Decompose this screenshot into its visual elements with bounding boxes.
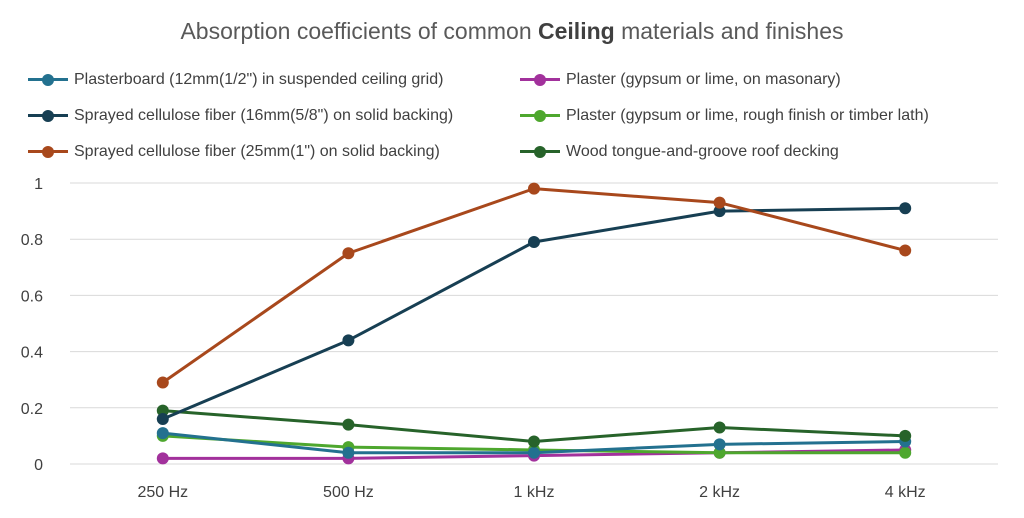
legend-item: Plasterboard (12mm(1/2") in suspended ce… bbox=[28, 66, 520, 94]
y-tick-label: 0.4 bbox=[21, 345, 43, 362]
data-point bbox=[899, 202, 912, 215]
data-point bbox=[528, 435, 540, 448]
data-point bbox=[156, 452, 169, 465]
legend-swatch bbox=[28, 142, 68, 162]
x-tick-label: 500 Hz bbox=[323, 484, 374, 501]
data-point bbox=[713, 196, 726, 209]
legend-item: Plaster (gypsum or lime, rough finish or… bbox=[520, 102, 990, 130]
data-point bbox=[156, 376, 169, 389]
y-tick-label: 0 bbox=[34, 457, 43, 474]
legend-label: Plasterboard (12mm(1/2") in suspended ce… bbox=[74, 71, 444, 88]
data-point bbox=[528, 446, 540, 459]
y-tick-label: 0.2 bbox=[21, 401, 43, 418]
legend-label: Plaster (gypsum or lime, rough finish or… bbox=[566, 107, 929, 124]
data-point bbox=[713, 421, 726, 434]
data-point bbox=[713, 205, 726, 218]
y-tick-label: 1 bbox=[34, 176, 43, 193]
chart-title-suffix: materials and finishes bbox=[614, 18, 844, 44]
legend-label: Sprayed cellulose fiber (25mm(1") on sol… bbox=[74, 143, 440, 160]
chart-title-bold: Ceiling bbox=[538, 18, 615, 44]
x-tick-label: 1 kHz bbox=[514, 484, 555, 501]
data-point bbox=[156, 404, 169, 417]
legend-swatch bbox=[520, 106, 560, 126]
chart-title-prefix: Absorption coefficients of common bbox=[180, 18, 539, 44]
legend-swatch bbox=[520, 70, 560, 90]
data-point bbox=[342, 418, 355, 431]
data-point bbox=[342, 247, 355, 260]
y-tick-label: 0.6 bbox=[21, 288, 43, 305]
legend-label: Plaster (gypsum or lime, on masonary) bbox=[566, 71, 841, 88]
data-point bbox=[713, 446, 726, 459]
x-tick-label: 250 Hz bbox=[137, 484, 188, 501]
y-tick-label: 0.8 bbox=[21, 232, 43, 249]
legend-label: Sprayed cellulose fiber (16mm(5/8") on s… bbox=[74, 107, 454, 124]
data-point bbox=[342, 334, 355, 347]
x-tick-label: 4 kHz bbox=[885, 484, 926, 501]
legend-item: Sprayed cellulose fiber (16mm(5/8") on s… bbox=[28, 102, 520, 130]
legend-item: Plaster (gypsum or lime, on masonary) bbox=[520, 66, 990, 94]
legend-label: Wood tongue-and-groove roof decking bbox=[566, 143, 839, 160]
legend-swatch bbox=[28, 70, 68, 90]
chart-legend: Plasterboard (12mm(1/2") in suspended ce… bbox=[28, 66, 1008, 166]
data-point bbox=[899, 429, 912, 442]
legend-item: Sprayed cellulose fiber (25mm(1") on sol… bbox=[28, 138, 520, 166]
data-point bbox=[342, 446, 355, 459]
series-line bbox=[161, 187, 906, 384]
data-point bbox=[156, 413, 169, 426]
data-point bbox=[528, 236, 540, 249]
data-point bbox=[899, 244, 912, 257]
data-point bbox=[156, 427, 169, 440]
chart-title: Absorption coefficients of common Ceilin… bbox=[0, 18, 1024, 45]
legend-item: Wood tongue-and-groove roof decking bbox=[520, 138, 990, 166]
x-tick-label: 2 kHz bbox=[699, 484, 740, 501]
data-point bbox=[528, 182, 540, 195]
legend-swatch bbox=[520, 142, 560, 162]
data-point bbox=[899, 446, 912, 459]
data-point bbox=[713, 438, 726, 451]
legend-swatch bbox=[28, 106, 68, 126]
